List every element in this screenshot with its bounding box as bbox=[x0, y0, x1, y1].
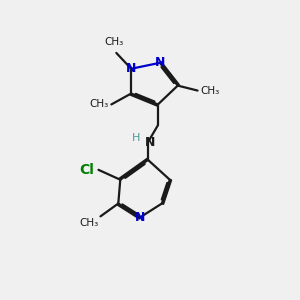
Text: CH₃: CH₃ bbox=[105, 37, 124, 47]
Text: CH₃: CH₃ bbox=[79, 218, 98, 228]
Text: N: N bbox=[135, 211, 145, 224]
Text: N: N bbox=[155, 56, 165, 69]
Text: N: N bbox=[126, 62, 136, 75]
Text: CH₃: CH₃ bbox=[89, 99, 108, 110]
Text: H: H bbox=[132, 133, 140, 143]
Text: CH₃: CH₃ bbox=[200, 85, 220, 96]
Text: Cl: Cl bbox=[80, 163, 94, 177]
Text: N: N bbox=[145, 136, 155, 148]
